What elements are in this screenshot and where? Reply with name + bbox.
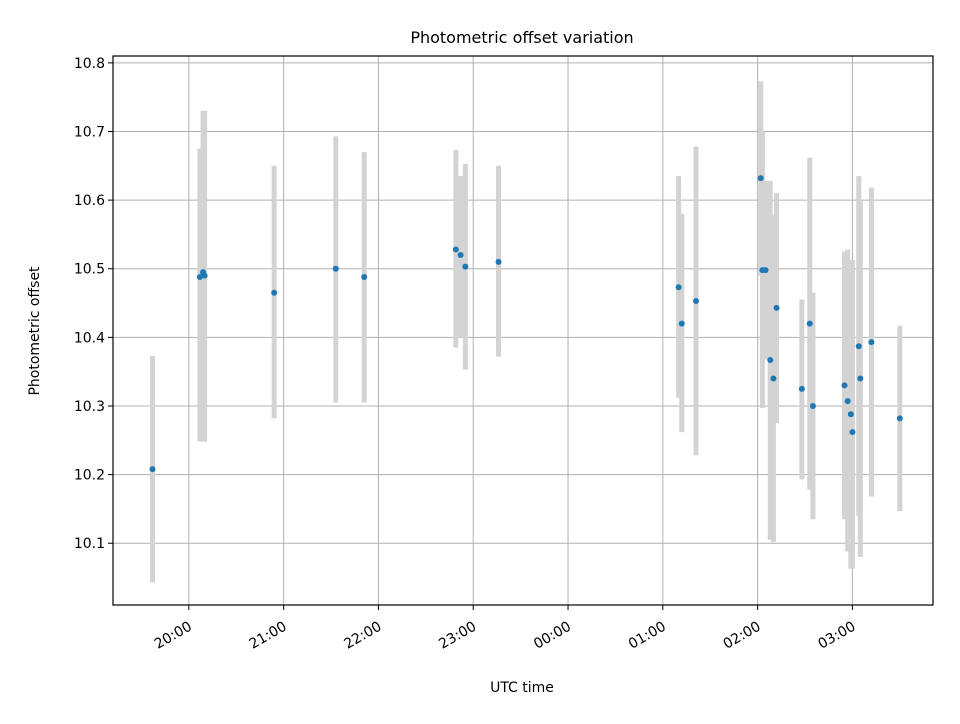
data-point xyxy=(196,273,203,280)
y-tick-label: 10.2 xyxy=(74,468,105,484)
y-tick-label: 10.5 xyxy=(74,262,105,278)
data-point xyxy=(847,411,854,418)
y-tick-label: 10.7 xyxy=(74,124,105,140)
data-point xyxy=(773,304,780,311)
data-point xyxy=(495,258,502,265)
data-point xyxy=(806,320,813,327)
y-tick-label: 10.8 xyxy=(74,56,105,72)
data-point xyxy=(693,297,700,304)
data-point xyxy=(271,289,278,296)
data-point xyxy=(462,263,469,270)
data-point xyxy=(855,343,862,350)
data-point xyxy=(857,375,864,382)
data-point xyxy=(332,265,339,272)
data-point xyxy=(678,320,685,327)
y-tick-label: 10.1 xyxy=(74,536,105,552)
y-tick-label: 10.6 xyxy=(74,193,105,209)
data-point xyxy=(452,246,459,253)
data-point xyxy=(798,385,805,392)
data-point xyxy=(675,284,682,291)
y-tick-label: 10.3 xyxy=(74,399,105,415)
data-point xyxy=(849,429,856,436)
plot-frame xyxy=(112,55,934,606)
data-point xyxy=(149,466,156,473)
data-point xyxy=(201,272,208,279)
data-point xyxy=(767,357,774,364)
data-point xyxy=(844,398,851,405)
data-point xyxy=(757,175,764,182)
data-point xyxy=(361,273,368,280)
data-point xyxy=(809,402,816,409)
data-point xyxy=(896,415,903,422)
data-point xyxy=(457,252,464,259)
y-tick-label: 10.4 xyxy=(74,330,105,346)
grid-layer xyxy=(113,56,933,605)
point-layer xyxy=(149,175,903,473)
chart-title: Photometric offset variation xyxy=(410,28,633,47)
data-point xyxy=(770,375,777,382)
y-axis-label: Photometric offset xyxy=(27,266,43,396)
data-point xyxy=(762,267,769,274)
x-axis-label: UTC time xyxy=(490,680,554,696)
data-point xyxy=(841,382,848,389)
data-point xyxy=(868,339,875,346)
